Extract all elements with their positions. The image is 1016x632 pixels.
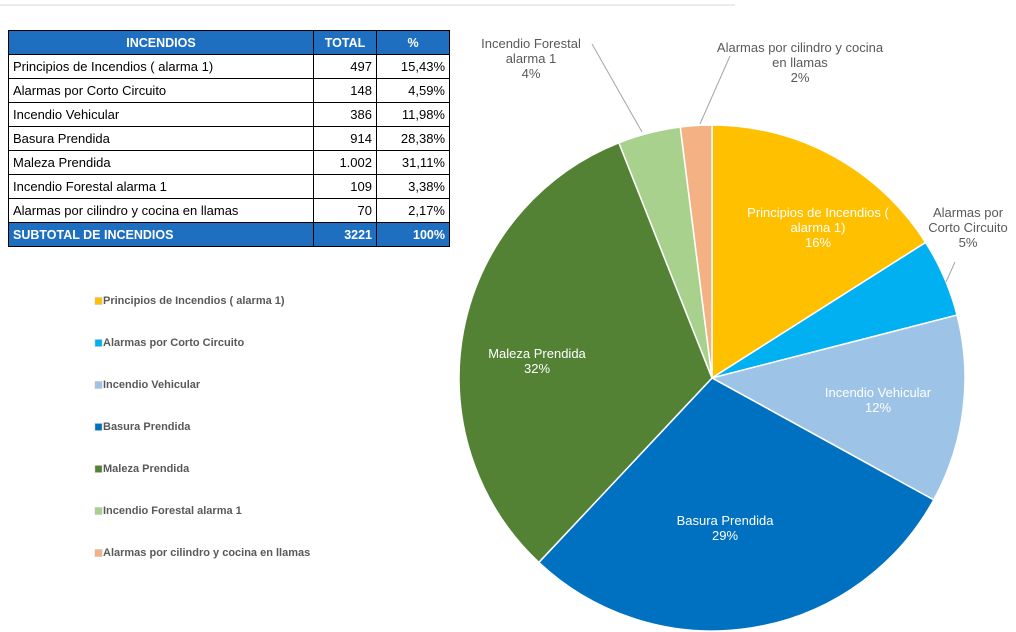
pie-slice bbox=[537, 377, 935, 632]
pie-slice bbox=[458, 141, 713, 564]
table-cell: 15,43% bbox=[376, 54, 450, 79]
leader-line bbox=[945, 261, 956, 283]
slice-label: Alarmas por cilindro y cocina en llamas2… bbox=[715, 40, 885, 85]
legend-label: Basura Prendida bbox=[103, 421, 191, 433]
table-cell: Alarmas por Corto Circuito bbox=[8, 78, 314, 103]
slice-percent: 32% bbox=[523, 361, 551, 376]
header-cell: INCENDIOS bbox=[8, 30, 314, 55]
slice-label-box: Principios de Incendios ( alarma 1) 16% bbox=[733, 205, 903, 250]
slice-percent: 5% bbox=[958, 235, 978, 250]
table-cell: Incendio Forestal alarma 1 bbox=[8, 174, 314, 199]
slice-percent: 29% bbox=[711, 528, 739, 543]
table-cell: Basura Prendida bbox=[8, 126, 314, 151]
table-cell: 4,59% bbox=[376, 78, 450, 103]
slice-label: Incendio Forestal alarma 14% bbox=[461, 36, 601, 81]
legend-swatch bbox=[94, 381, 103, 389]
leader-line bbox=[591, 43, 643, 133]
legend-swatch bbox=[94, 549, 103, 557]
table-cell: 31,11% bbox=[376, 150, 450, 175]
table-row: Principios de Incendios ( alarma 1) 497 15… bbox=[8, 54, 450, 79]
slice-percent: 2% bbox=[790, 70, 810, 85]
table-cell: 3,38% bbox=[376, 174, 450, 199]
pie-slice bbox=[679, 124, 713, 379]
footer-cell: 100% bbox=[376, 222, 450, 247]
legend-swatch bbox=[94, 297, 103, 305]
legend-swatch bbox=[94, 339, 103, 347]
pie-slice bbox=[709, 314, 966, 501]
table-row: Basura Prendida 914 28,38% bbox=[8, 126, 450, 151]
data-table: INCENDIOS TOTAL% Principios de Incendios (… bbox=[8, 30, 450, 247]
table-row: Maleza Prendida 1.002 31,11% bbox=[8, 150, 450, 175]
slice-name: Alarmas por Corto Circuito bbox=[928, 205, 1008, 235]
slice-label: Principios de Incendios ( alarma 1)16% bbox=[733, 205, 903, 250]
slice-name: Maleza Prendida bbox=[488, 346, 586, 361]
slice-name: Principios de Incendios ( alarma 1) bbox=[747, 205, 889, 235]
slice-name: Alarmas por cilindro y cocina en llamas bbox=[716, 40, 884, 70]
slice-name: Incendio Vehicular bbox=[824, 385, 932, 400]
slice-name: Incendio Forestal alarma 1 bbox=[481, 36, 581, 66]
slice-name: Basura Prendida bbox=[676, 513, 774, 528]
table-cell: 28,38% bbox=[376, 126, 450, 151]
slice-label-box: Incendio Vehicular 12% bbox=[803, 385, 953, 415]
table-row: Incendio Forestal alarma 1 109 3,38% bbox=[8, 174, 450, 199]
legend-label: Principios de Incendios ( alarma 1) bbox=[103, 295, 285, 307]
footer-cell: 3221 bbox=[313, 222, 377, 247]
slice-percent: 16% bbox=[804, 235, 832, 250]
pie-slice bbox=[711, 124, 927, 380]
header-row: INCENDIOS TOTAL% bbox=[8, 30, 450, 55]
slice-label-box: Basura Prendida 29% bbox=[645, 513, 805, 543]
legend-swatch bbox=[94, 507, 103, 515]
legend-swatch bbox=[94, 465, 103, 473]
table-cell: 2,17% bbox=[376, 198, 450, 223]
slice-label-box: Maleza Prendida 32% bbox=[462, 346, 612, 376]
slice-label-box: Alarmas por cilindro y cocina en llamas 2… bbox=[715, 40, 885, 85]
slice-label-box: Incendio Forestal alarma 1 4% bbox=[461, 36, 601, 81]
slice-percent: 12% bbox=[864, 400, 892, 415]
slice-label-box: Alarmas por Corto Circuito 5% bbox=[918, 205, 1016, 250]
table-cell: Incendio Vehicular bbox=[8, 102, 314, 127]
legend-swatch bbox=[94, 423, 103, 431]
table-cell: Maleza Prendida bbox=[8, 150, 314, 175]
legend-label: Alarmas por Corto Circuito bbox=[103, 337, 244, 349]
legend-label: Incendio Vehicular bbox=[103, 379, 201, 391]
table-row: Alarmas por cilindro y cocina en llamas 7… bbox=[8, 198, 450, 223]
footer-row: SUBTOTAL DE INCENDIOS 3221 100% bbox=[8, 222, 450, 247]
footer-cell: SUBTOTAL DE INCENDIOS bbox=[8, 222, 314, 247]
legend-label: Alarmas por cilindro y cocina en llamas bbox=[103, 547, 310, 559]
legend-label: Maleza Prendida bbox=[103, 463, 190, 475]
slice-percent: 4% bbox=[521, 66, 541, 81]
legend-label: Incendio Forestal alarma 1 bbox=[103, 505, 242, 517]
leader-line bbox=[699, 55, 731, 125]
